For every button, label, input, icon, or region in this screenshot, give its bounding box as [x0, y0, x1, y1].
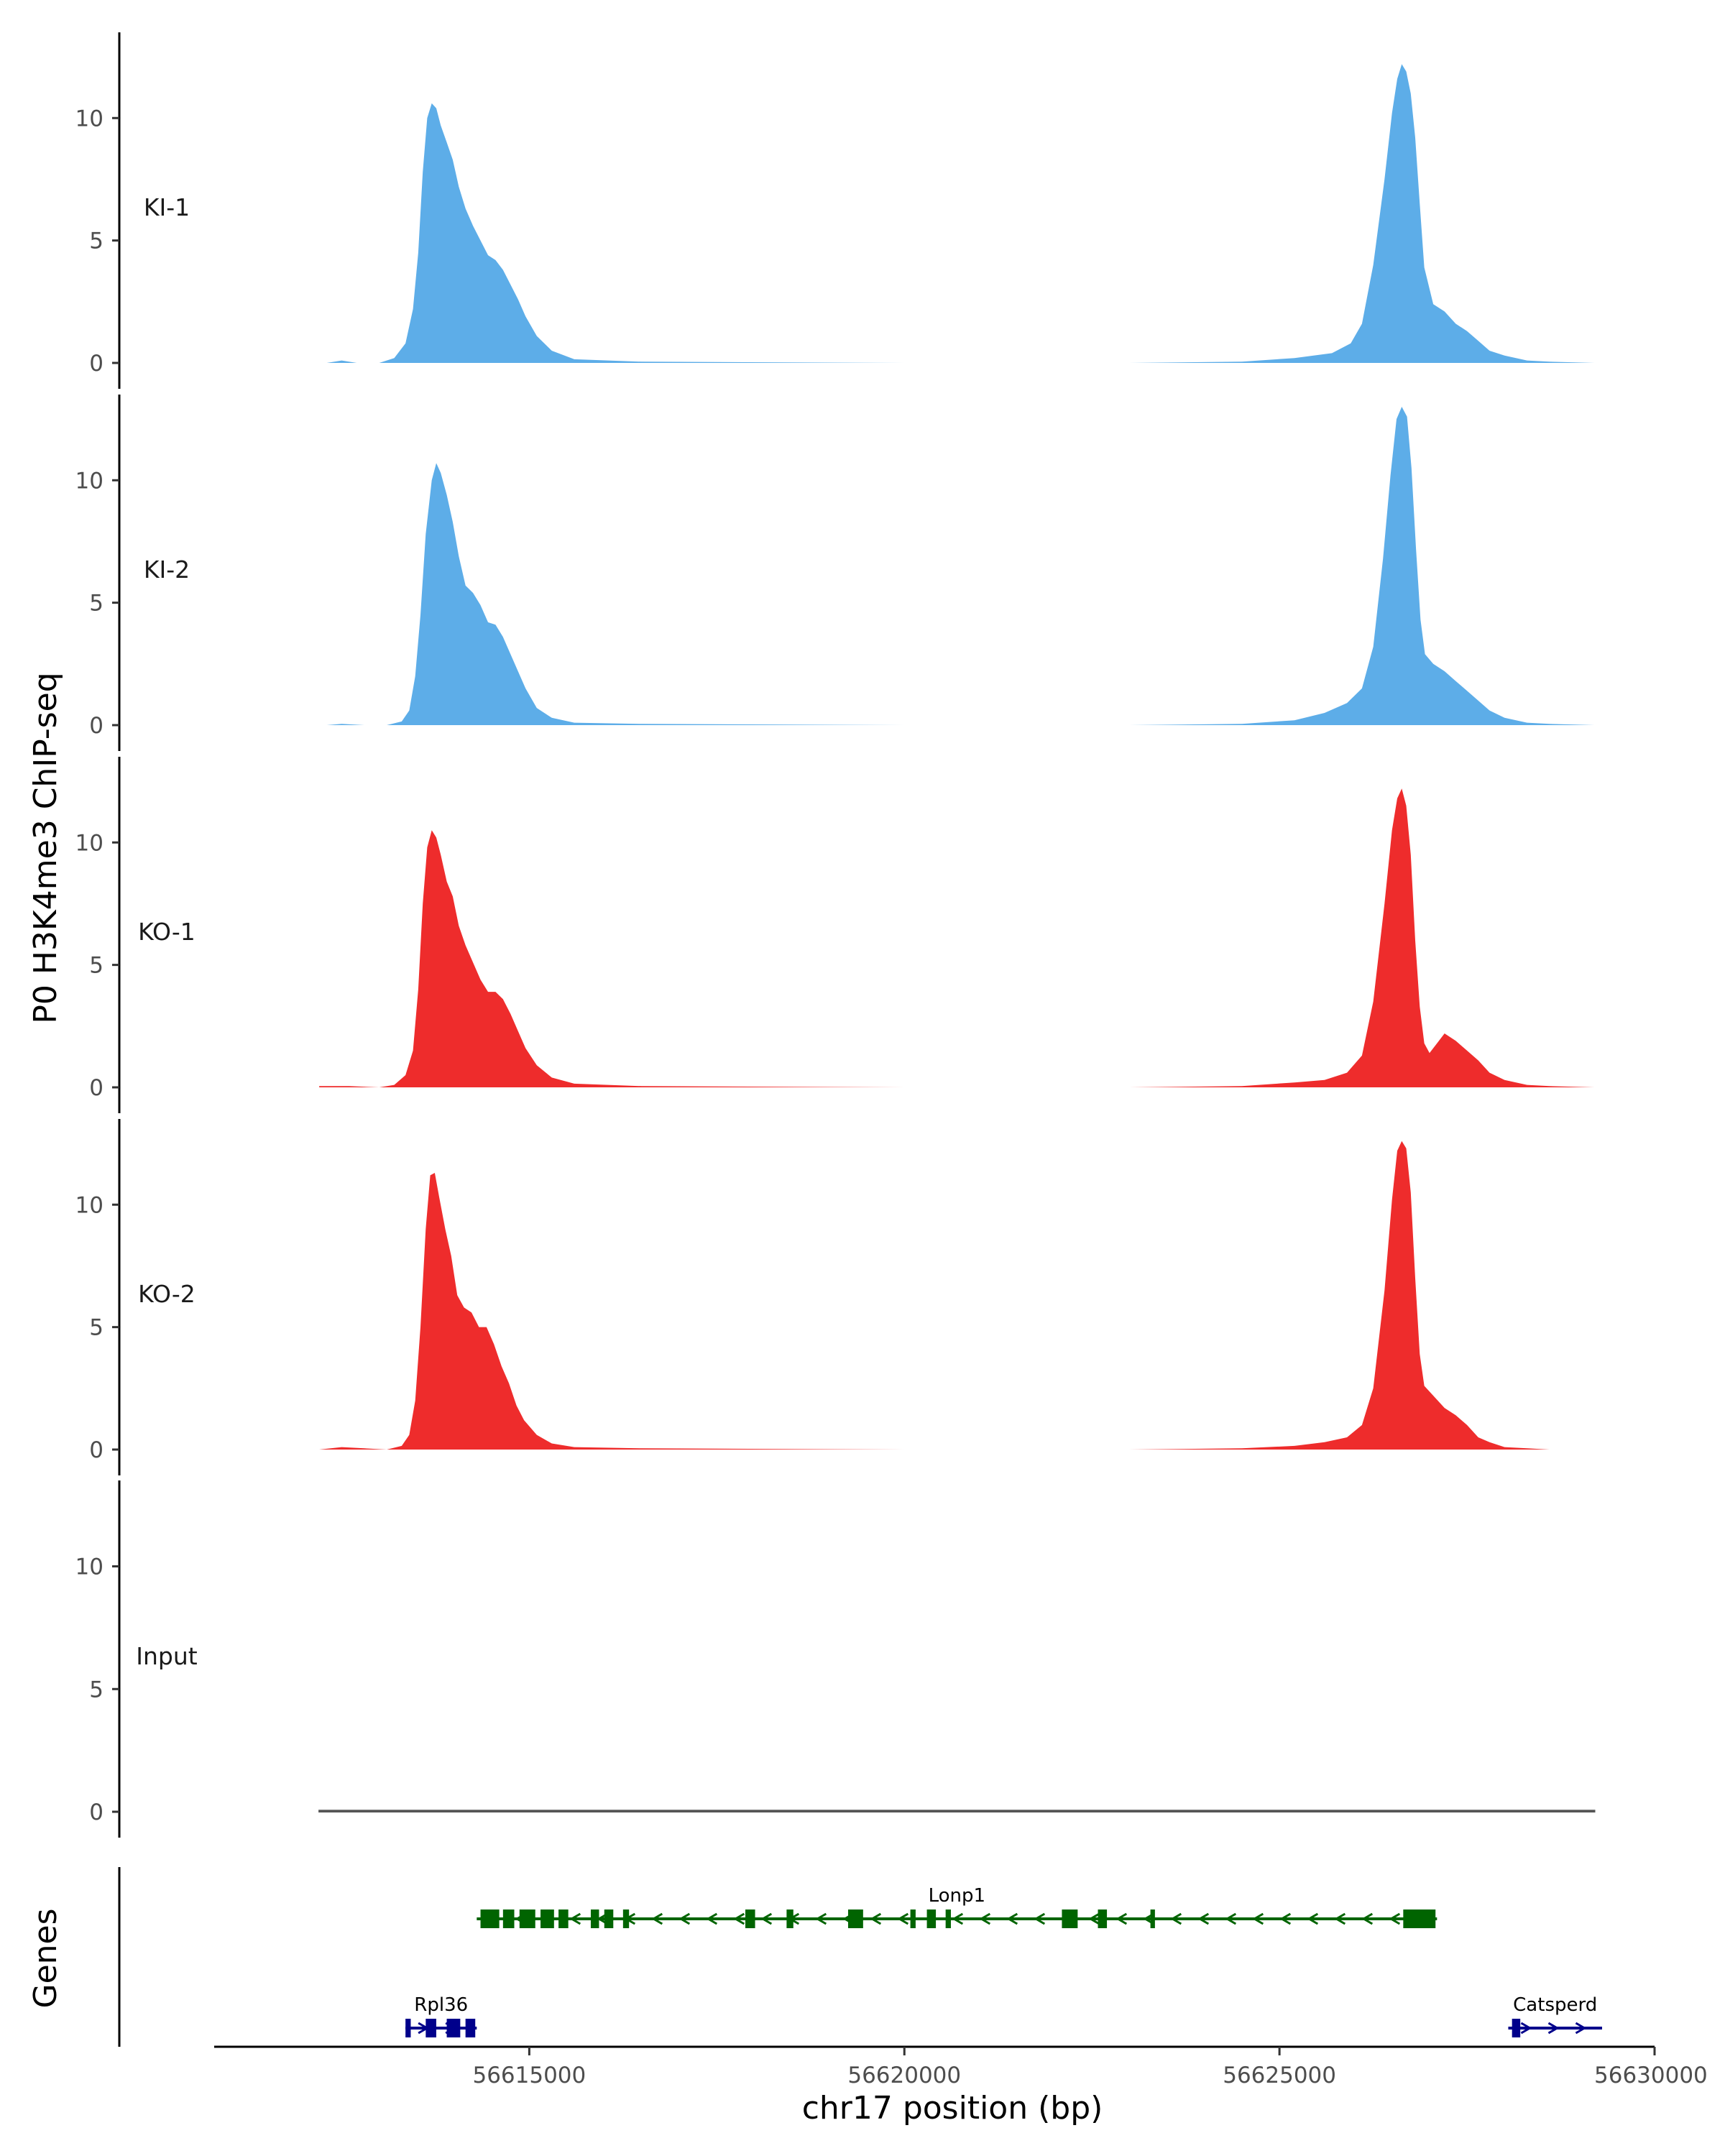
y-tick-label: 5: [89, 229, 104, 254]
exon: [1150, 1909, 1155, 1928]
y-tick-label: 5: [89, 953, 104, 979]
series-area-input: [318, 1810, 1596, 1812]
track-label: KI-2: [144, 556, 190, 584]
y-tick-label: 0: [89, 1437, 104, 1463]
exon: [1098, 1909, 1108, 1928]
exon: [540, 1909, 554, 1928]
strand-arrow: [952, 1912, 964, 1925]
strand-arrow: [1225, 1912, 1237, 1925]
x-tick-label: 56615000: [472, 2063, 586, 2088]
strand-arrow: [1088, 1912, 1100, 1925]
y-tick-label: 10: [75, 468, 104, 494]
genes-track: Lonp1 Rpl36 Catsperd: [118, 1867, 1602, 2047]
track-ki-2: 0 5 10 KI-2: [75, 395, 1595, 751]
strand-arrow: [678, 1912, 691, 1925]
exon: [945, 1909, 951, 1928]
strand-arrow: [897, 1912, 909, 1925]
y-tick-label: 10: [75, 1554, 104, 1580]
strand-arrow: [1006, 1912, 1018, 1925]
x-axis: 56615000 56620000 56625000 56630000: [214, 2045, 1708, 2088]
y-tick-label: 5: [89, 1315, 104, 1341]
strand-arrow: [760, 1912, 773, 1925]
exon: [405, 2019, 411, 2037]
strand-arrow: [1279, 1912, 1292, 1925]
strand-arrow: [1547, 2022, 1560, 2035]
track-label: KI-1: [144, 193, 190, 221]
exon: [519, 1909, 535, 1928]
series-area-ki-2: [326, 407, 1595, 725]
exon: [502, 1909, 515, 1928]
track-ko-2: 0 5 10 KO-2: [75, 1119, 1595, 1475]
series-area-ko-1: [319, 788, 1595, 1087]
strand-arrow: [1389, 1912, 1401, 1925]
x-tick-label: 56625000: [1223, 2063, 1336, 2088]
y-axis-title: P0 H3K4me3 ChIP-seq: [27, 672, 64, 1023]
track-ko-1: 0 5 10 KO-1: [75, 757, 1595, 1113]
strand-arrow: [733, 1912, 745, 1925]
exon: [480, 1909, 500, 1928]
strand-arrow: [1197, 1912, 1210, 1925]
y-tick-label: 5: [89, 591, 104, 617]
strand-arrow: [1520, 2022, 1532, 2035]
y-tick-label: 10: [75, 1192, 104, 1218]
strand-arrow: [815, 1912, 827, 1925]
exon: [465, 2019, 476, 2037]
gene-label: Rpl36: [414, 1994, 468, 2016]
y-tick-label: 10: [75, 830, 104, 856]
track-ki-1: 0 5 10 KI-1: [75, 32, 1595, 389]
x-tick-label: 56630000: [1594, 2063, 1708, 2088]
strand-arrow: [1361, 1912, 1374, 1925]
y-tick-label: 5: [89, 1677, 104, 1703]
gene-lonp1: Lonp1: [477, 1885, 1438, 1928]
gene-catsperd: Catsperd: [1508, 1994, 1602, 2037]
exon: [622, 1909, 630, 1928]
genes-track-title: Genes: [27, 1908, 64, 2008]
strand-arrow: [1307, 1912, 1319, 1925]
exon: [926, 1909, 937, 1928]
exon: [1512, 2019, 1521, 2037]
exon: [558, 1909, 569, 1928]
y-tick-label: 10: [75, 106, 104, 132]
track-label: Input: [136, 1642, 198, 1670]
strand-arrow: [569, 1912, 581, 1925]
strand-arrow: [706, 1912, 718, 1925]
strand-arrow: [1170, 1912, 1182, 1925]
track-label: KO-1: [138, 918, 196, 946]
exon: [910, 1909, 916, 1928]
strand-arrow: [651, 1912, 663, 1925]
series-area-ki-1: [326, 64, 1595, 364]
exon: [1062, 1909, 1078, 1928]
strand-arrow: [1575, 2022, 1587, 2035]
exon: [847, 1909, 863, 1928]
strand-arrow: [979, 1912, 991, 1925]
series-area-ko-2: [319, 1141, 1595, 1450]
y-tick-label: 0: [89, 713, 104, 739]
exon: [1403, 1909, 1436, 1928]
strand-arrow: [870, 1912, 882, 1925]
exon: [604, 1909, 614, 1928]
track-label: KO-2: [138, 1280, 196, 1308]
strand-arrow: [1116, 1912, 1128, 1925]
strand-arrow: [1334, 1912, 1346, 1925]
x-axis-title: chr17 position (bp): [802, 2090, 1103, 2127]
y-tick-label: 0: [89, 1075, 104, 1101]
signal-tracks: 0 5 10 KI-1 0 5 10 KI-2 0 5 10 KO-1 0 5 10 KO-2 0 5 10 Inpu…: [75, 32, 1596, 1838]
gene-rpl36: Rpl36: [405, 1994, 477, 2037]
exon: [745, 1909, 755, 1928]
x-tick-label: 56620000: [847, 2063, 961, 2088]
gene-label: Catsperd: [1513, 1994, 1597, 2016]
y-tick-label: 0: [89, 351, 104, 377]
gene-label: Lonp1: [929, 1885, 985, 1907]
exon: [590, 1909, 599, 1928]
exon: [426, 2019, 436, 2037]
exon: [446, 2019, 461, 2037]
strand-arrow: [1034, 1912, 1046, 1925]
track-input: 0 5 10 Input: [75, 1480, 1596, 1838]
exon: [786, 1909, 794, 1928]
y-tick-label: 0: [89, 1800, 104, 1825]
strand-arrow: [1252, 1912, 1264, 1925]
